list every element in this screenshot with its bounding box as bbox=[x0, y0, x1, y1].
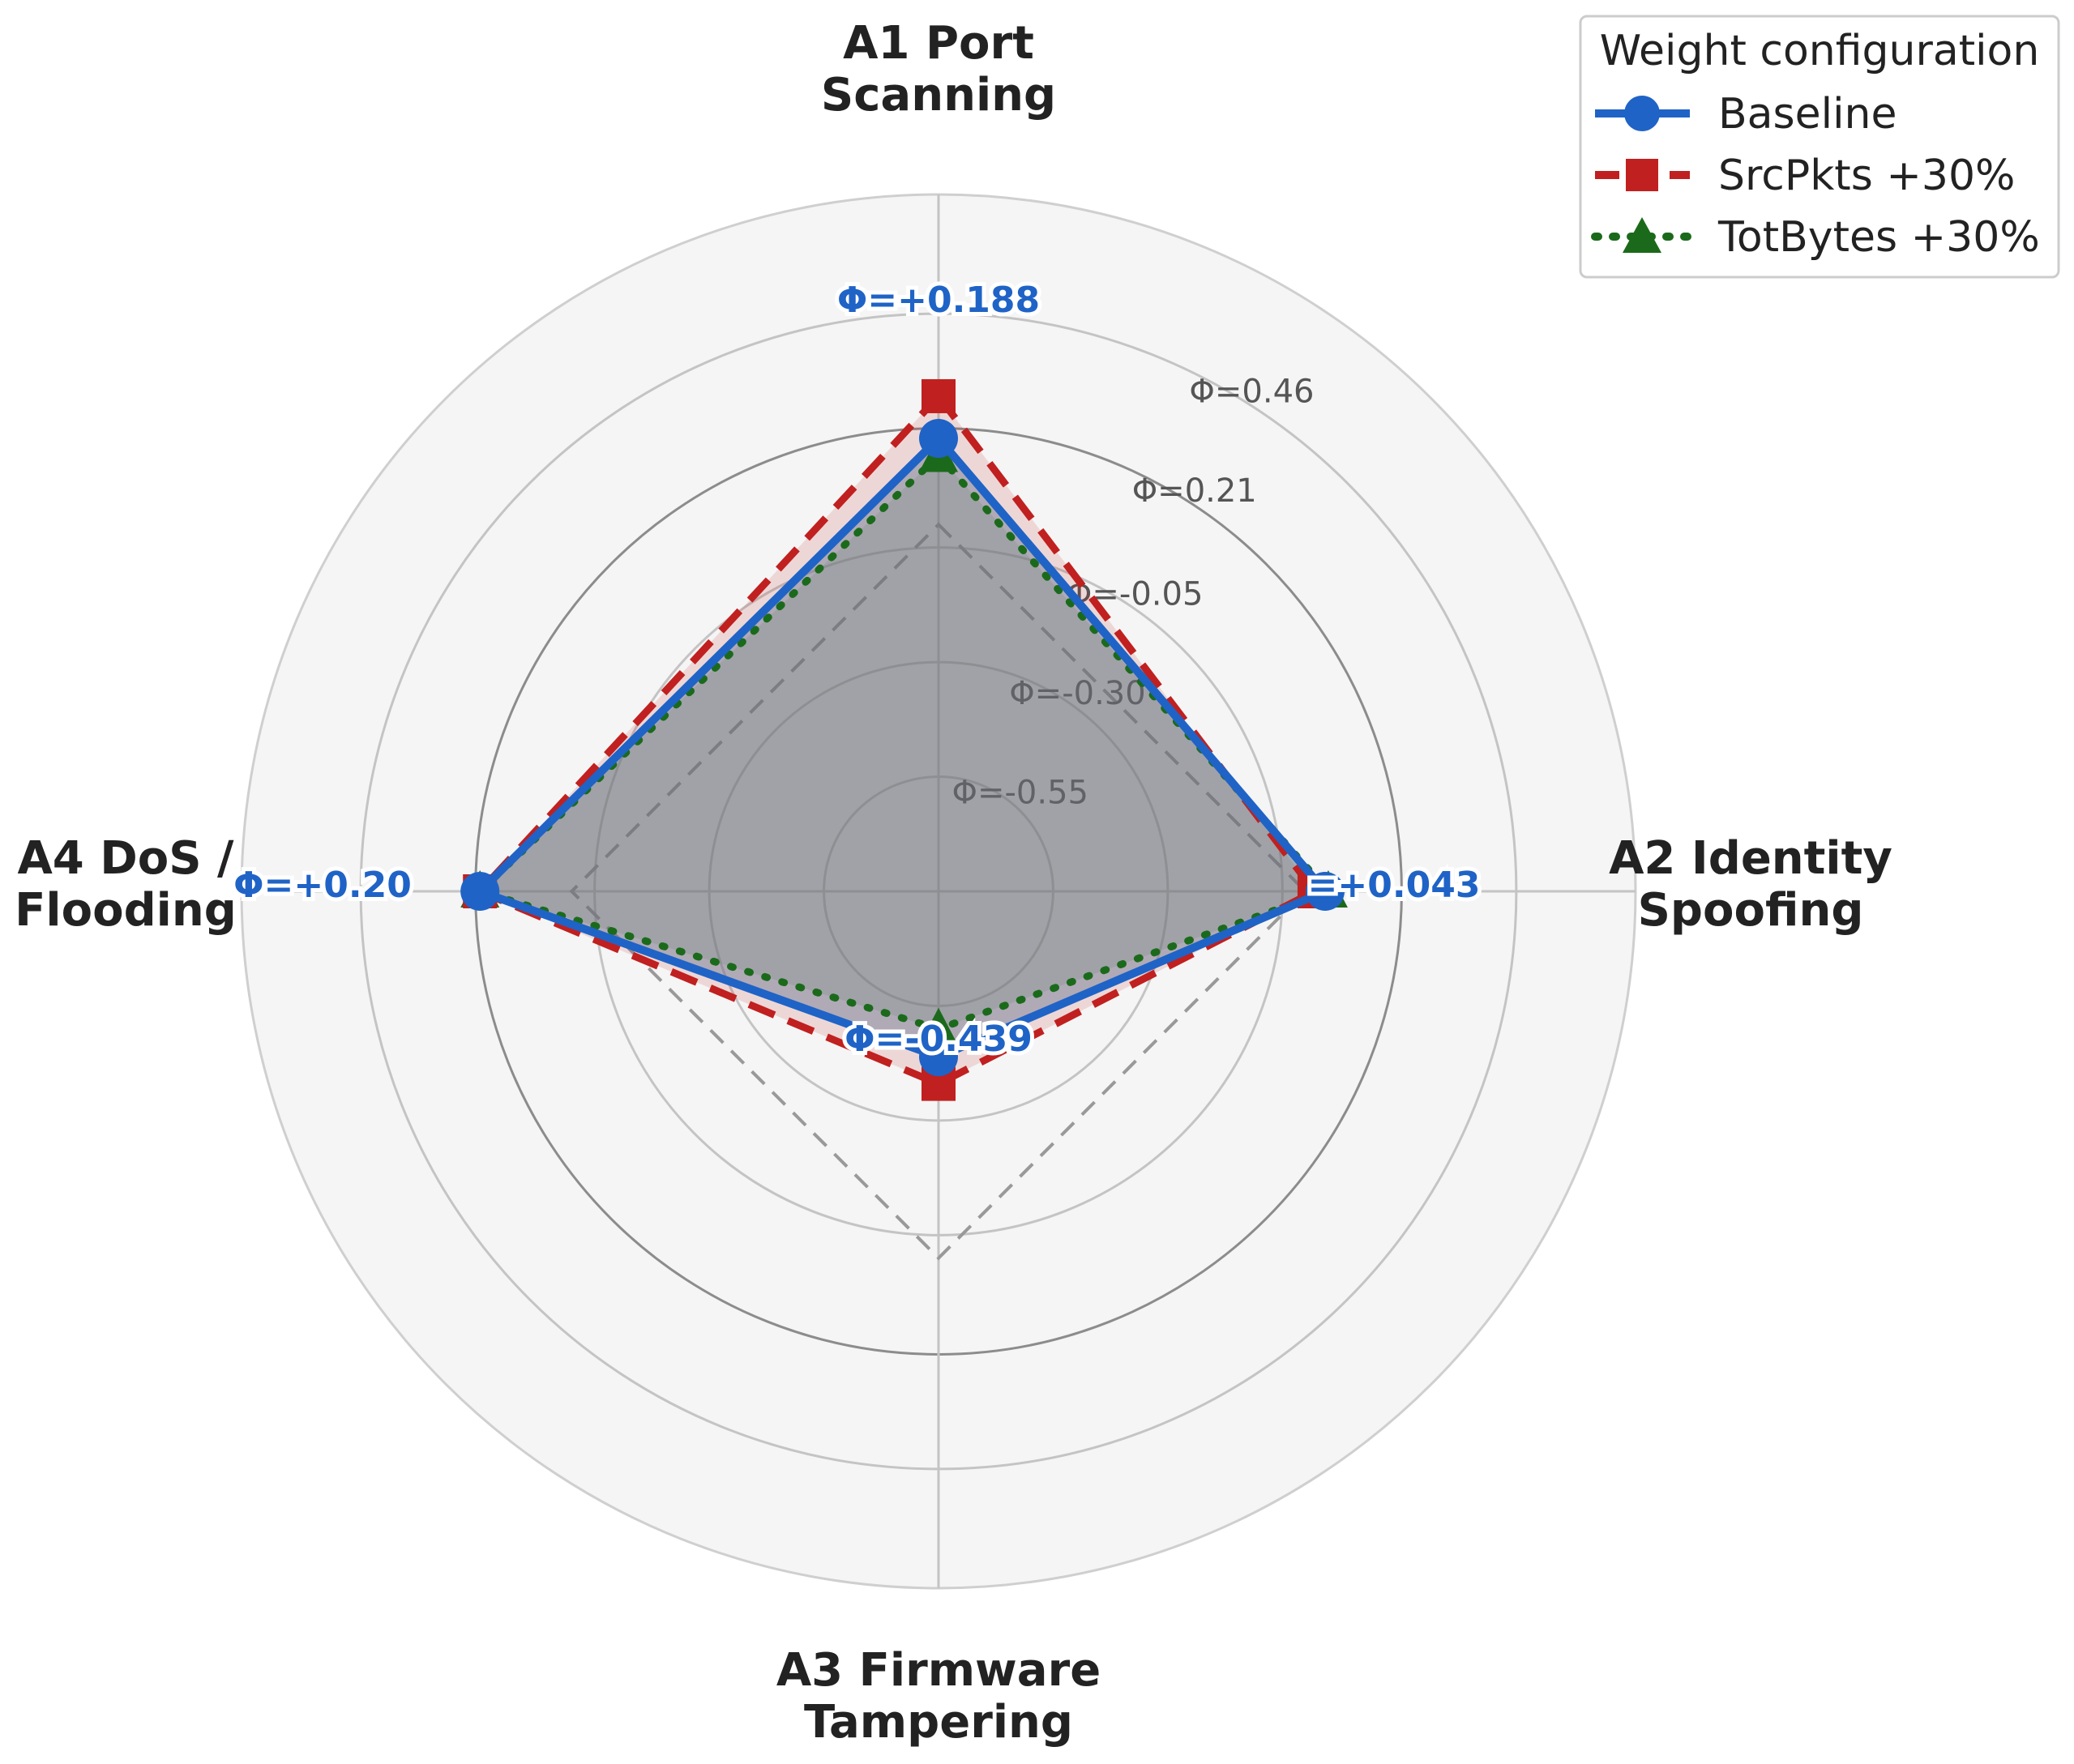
legend-label-baseline: Baseline bbox=[1718, 90, 1897, 139]
axis-labels: A1 Port Scanning A2 Identity Spoofing A3 Fir… bbox=[15, 17, 1892, 1749]
ring-label: Φ=0.21 bbox=[1132, 472, 1257, 510]
marker-baseline bbox=[919, 419, 958, 458]
ring-label: Φ=0.46 bbox=[1189, 374, 1314, 411]
value-label-2: =+0.043 bbox=[1308, 865, 1481, 906]
value-label-4: Φ=+0.20 bbox=[233, 865, 412, 906]
axis-label-a2: A2 Identity Spoofing bbox=[1609, 832, 1892, 937]
axis-label-a1: A1 Port Scanning bbox=[821, 17, 1056, 122]
radar-spokes bbox=[242, 194, 1636, 1588]
axis-label-a4: A4 DoS / Flooding bbox=[15, 832, 237, 937]
value-label-3: Φ=-0.439 bbox=[845, 1019, 1033, 1060]
marker-srcpkts bbox=[922, 378, 956, 413]
overlap-fill bbox=[480, 438, 1325, 1057]
zero-reference bbox=[569, 522, 1308, 1261]
marker-baseline bbox=[460, 872, 500, 911]
marker-baseline bbox=[1305, 872, 1345, 911]
ring-label: Φ=-0.55 bbox=[951, 775, 1088, 812]
legend-label-totbytes: TotBytes +30% bbox=[1717, 213, 2040, 262]
series-fill-2 bbox=[480, 455, 1328, 1029]
series-fill-1 bbox=[480, 395, 1315, 1084]
legend-marker-srcpkts bbox=[1626, 159, 1658, 191]
value-labels: Φ=+0.188 =+0.043 Φ=-0.439 Φ=+0.20 bbox=[229, 275, 1484, 1064]
series-fill-0 bbox=[480, 438, 1325, 1057]
legend-title: Weight configuration bbox=[1600, 27, 2040, 75]
legend-label-srcpkts: SrcPkts +30% bbox=[1718, 152, 2015, 200]
zero-reference-polygon bbox=[569, 522, 1308, 1261]
series-group bbox=[460, 378, 1348, 1101]
value-label-1: Φ=+0.188 bbox=[837, 280, 1040, 321]
legend: Weight configuration Baseline SrcPkts +3… bbox=[1579, 15, 2060, 279]
ring-label: Φ=-0.30 bbox=[1009, 675, 1146, 712]
legend-marker-baseline bbox=[1624, 96, 1660, 131]
legend-marker-totbytes bbox=[1623, 217, 1661, 253]
legend-box bbox=[1579, 15, 2060, 279]
ring-label: Φ=-0.05 bbox=[1067, 576, 1204, 613]
marker-baseline bbox=[919, 1037, 958, 1077]
axis-label-a3: A3 Firmware Tampering bbox=[776, 1644, 1101, 1749]
marker-totbytes bbox=[919, 1007, 958, 1045]
ring-labels: Φ=-0.55 Φ=-0.30 Φ=-0.05 Φ=0.21 Φ=0.46 bbox=[951, 374, 1314, 812]
